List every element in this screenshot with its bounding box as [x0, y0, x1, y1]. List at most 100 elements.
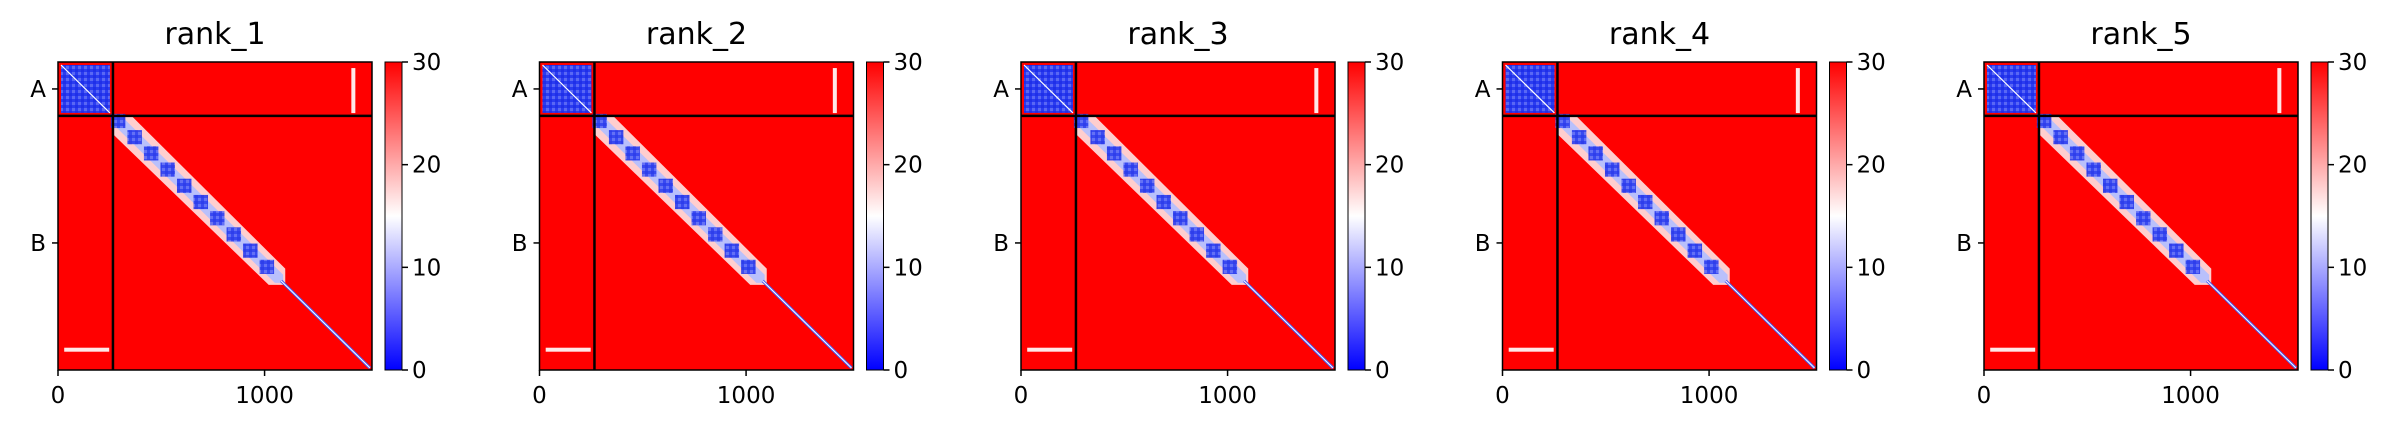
chain-b-domain-block: [1090, 130, 1105, 145]
chain-b-domain-block: [658, 178, 673, 193]
chain-b-domain-block: [1621, 178, 1636, 193]
chain-b-domain-block: [2086, 162, 2101, 177]
axes-frame: [57, 61, 373, 371]
chain-b-domain-block: [625, 146, 640, 161]
colorbar-tick-label: 10: [1375, 255, 1404, 281]
colorbar-tick-label: 20: [412, 153, 441, 179]
interchain-feature: [2277, 68, 2282, 114]
chain-b-domain-block: [110, 113, 126, 129]
chain-b-domain-block: [2185, 259, 2201, 274]
y-tick-label: B: [1475, 231, 1491, 257]
chain-b-domain-block: [1555, 113, 1570, 129]
chain-b-domain-block: [1588, 146, 1603, 161]
colorbar: [2311, 62, 2328, 370]
chain-b-domain-block: [2136, 211, 2151, 226]
chain-b-domain-block: [143, 146, 159, 161]
colorbar-frame: [1347, 61, 1366, 371]
interchain-feature: [1508, 347, 1554, 352]
axes-frame: [1501, 61, 1818, 371]
chain-b-domain-block: [2053, 130, 2068, 145]
colorbar-tick-label: 20: [1375, 153, 1404, 179]
chain-b-domain-block: [2036, 113, 2052, 129]
colorbar-tick-label: 10: [2338, 255, 2367, 281]
chain-b-domain-block: [641, 162, 657, 177]
y-tick-label: B: [1956, 231, 1972, 257]
chain-b-tail-highlight: [1725, 280, 1815, 369]
colorbar-tick-label: 30: [1375, 50, 1404, 76]
colorbar: [1348, 62, 1365, 370]
chain-b-domain-block: [1222, 259, 1238, 274]
interchain-feature: [351, 68, 356, 114]
chain-b-tail-highlight: [280, 280, 371, 369]
x-tick-label: 1000: [1198, 383, 1257, 409]
chain-b-domain-block: [2152, 227, 2168, 242]
colorbar-tick-label: 20: [2338, 153, 2367, 179]
colorbar-tick-label: 0: [1857, 358, 1872, 384]
x-tick-label: 0: [532, 383, 547, 409]
chain-a-diagonal: [60, 64, 111, 114]
chain-b-domain-block: [160, 162, 175, 177]
y-tick-label: B: [512, 231, 528, 257]
chain-b-domain-block: [1638, 194, 1653, 210]
chart-panel-5: rank_5 A B 0 1000 0 10 20 30: [1956, 17, 2367, 409]
chain-b-domain-block: [1139, 178, 1155, 193]
chain-b-domain-block: [592, 113, 607, 129]
chain-b-domain-block: [1123, 162, 1138, 177]
colorbar-tick-label: 10: [894, 255, 923, 281]
chain-a-diagonal: [542, 64, 592, 114]
colorbar-frame: [2310, 61, 2329, 371]
chain-b-domain-block: [1604, 162, 1620, 177]
chain-b-domain-block: [210, 211, 225, 226]
colorbar-tick-label: 0: [1375, 358, 1390, 384]
chain-b-domain-block: [176, 178, 192, 193]
chain-b-tail-highlight: [2206, 280, 2297, 369]
colorbar-frame: [384, 61, 403, 371]
y-tick-label: A: [30, 77, 46, 103]
x-tick-label: 1000: [235, 383, 294, 409]
chain-b-domain-block: [708, 227, 723, 242]
chain-b-domain-block: [2102, 178, 2118, 193]
chain-b-domain-block: [675, 194, 690, 210]
chain-b-domain-block: [226, 227, 242, 242]
y-tick-label: B: [30, 231, 46, 257]
chain-b-tail-highlight: [1243, 280, 1334, 369]
chain-b-domain-block: [1189, 227, 1205, 242]
chain-b-domain-block: [1687, 243, 1703, 258]
y-tick-label: B: [993, 231, 1009, 257]
colorbar-tick-label: 20: [1857, 153, 1886, 179]
chain-b-domain-block: [741, 259, 756, 274]
chart-title: rank_3: [1127, 17, 1228, 52]
chain-b-domain-block: [1671, 227, 1686, 242]
y-tick-label: A: [512, 77, 528, 103]
colorbar-tick-label: 0: [894, 358, 909, 384]
colorbar-tick-label: 10: [412, 255, 441, 281]
chart-title: rank_5: [2090, 17, 2191, 52]
colorbar-tick-label: 30: [412, 50, 441, 76]
x-tick-label: 1000: [717, 383, 776, 409]
colorbar-tick-label: 20: [894, 153, 923, 179]
y-tick-label: A: [1956, 77, 1972, 103]
interchain-feature: [1027, 347, 1073, 352]
chart-title: rank_2: [646, 17, 747, 52]
y-tick-label: A: [1475, 77, 1491, 103]
axes-frame: [538, 61, 855, 371]
colorbar-tick-label: 30: [2338, 50, 2367, 76]
chain-b-domain-block: [1073, 113, 1089, 129]
chain-b-domain-block: [259, 259, 275, 274]
chart-panel-4: rank_4 A B 0 1000 0 10 20 30: [1475, 17, 1886, 409]
colorbar-tick-label: 10: [1857, 255, 1886, 281]
chain-b-domain-block: [2169, 243, 2184, 258]
x-tick-label: 0: [1014, 383, 1029, 409]
x-tick-label: 0: [51, 383, 66, 409]
x-tick-label: 1000: [1680, 383, 1739, 409]
colorbar-tick-label: 0: [412, 358, 427, 384]
axes-frame: [1020, 61, 1336, 371]
chart-title: rank_4: [1609, 17, 1710, 52]
colorbar-tick-label: 30: [1857, 50, 1886, 76]
chain-a-diagonal: [1023, 64, 1074, 114]
chain-b-domain-block: [2119, 194, 2134, 210]
colorbar-tick-label: 30: [894, 50, 923, 76]
interchain-feature: [832, 68, 837, 114]
